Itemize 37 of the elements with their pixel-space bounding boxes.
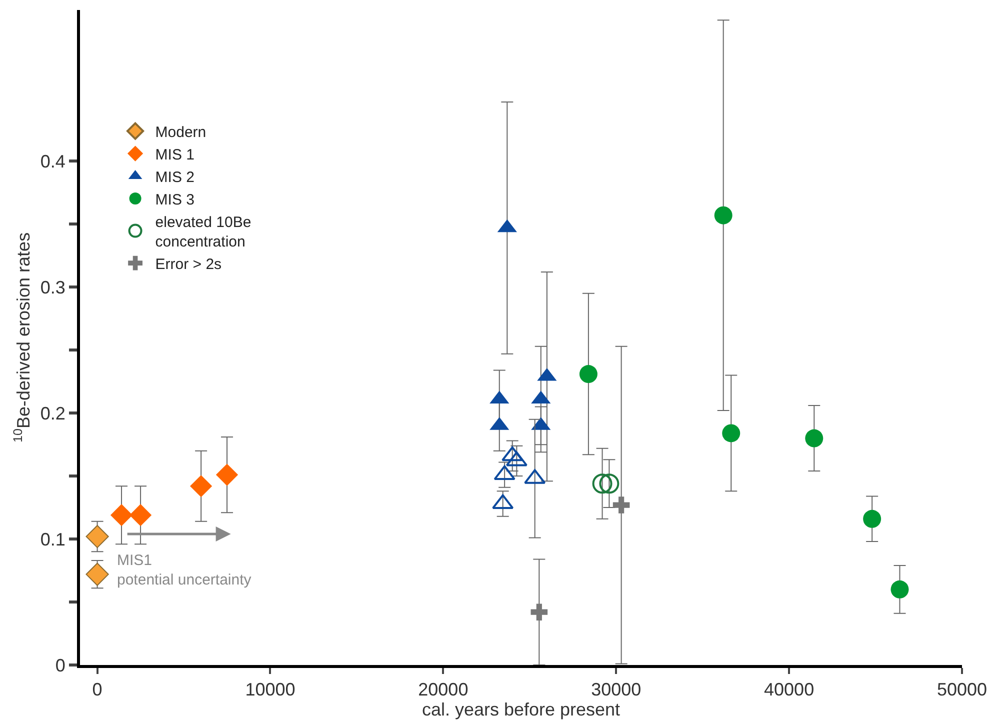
point <box>110 504 133 526</box>
x-tick-label: 40000 <box>764 680 814 700</box>
annotation: MIS1 potential uncertainty <box>117 552 252 588</box>
point <box>530 604 548 620</box>
point <box>216 464 238 486</box>
point <box>890 580 909 598</box>
x-tick-label: 10000 <box>245 680 296 700</box>
point <box>722 424 740 442</box>
point <box>506 451 528 466</box>
legend-label: elevated 10Be concentration <box>155 214 252 250</box>
point <box>805 429 824 448</box>
point <box>190 475 212 498</box>
y-tick-label: 0.3 <box>40 277 66 298</box>
point <box>494 465 516 480</box>
x-tick-label: 0 <box>92 680 102 700</box>
point <box>86 562 109 586</box>
point <box>502 446 524 462</box>
point <box>612 496 630 514</box>
point <box>492 494 514 510</box>
y-tick-label: 0 <box>55 655 66 676</box>
y-tick-label: 0.2 <box>40 403 66 424</box>
x-tick-label: 20000 <box>418 680 468 700</box>
x-tick-label: 50000 <box>936 680 988 700</box>
legend-label: MIS 2 <box>155 168 194 186</box>
point <box>863 510 882 528</box>
y-tick-label: 0.1 <box>40 529 66 550</box>
x-tick-label: 30000 <box>591 680 642 700</box>
point <box>129 504 152 526</box>
legend-label: MIS 3 <box>155 191 194 208</box>
point <box>592 474 612 494</box>
legend-label: Error > 2s <box>155 256 222 273</box>
x-axis-title: cal. years before present <box>422 700 620 720</box>
legend-label: Modern <box>155 124 206 141</box>
point <box>86 524 109 548</box>
point <box>599 474 620 494</box>
y-tick-label: 0.4 <box>40 151 66 172</box>
legend-label: MIS 1 <box>155 146 194 164</box>
